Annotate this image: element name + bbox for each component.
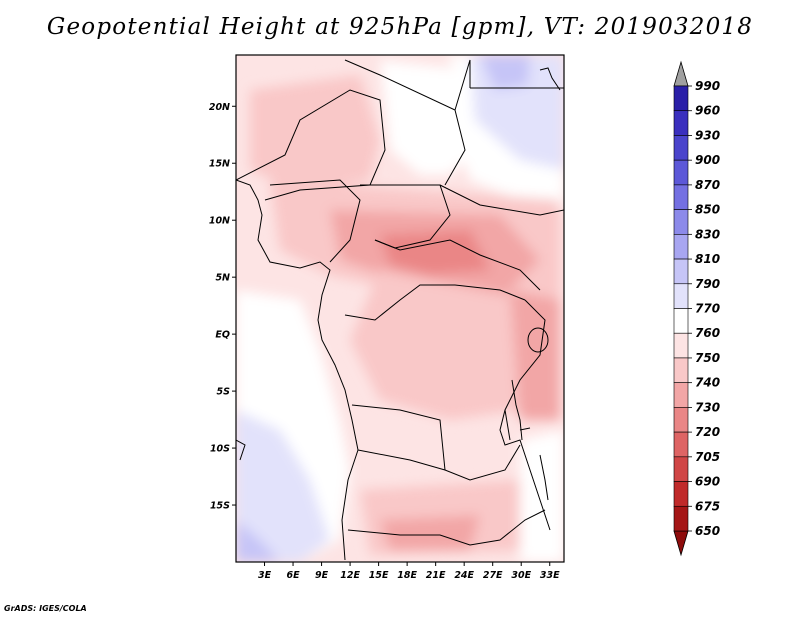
colorbar-swatch xyxy=(673,135,689,161)
colorbar-level-label: 930 xyxy=(695,128,720,142)
border-sudan-south xyxy=(439,184,564,216)
field-violet-corner xyxy=(236,520,280,562)
colorbar-swatch xyxy=(673,234,689,260)
lakes xyxy=(511,327,549,501)
lake-victoria xyxy=(527,327,549,353)
lat-tick-label: 15N xyxy=(209,159,230,170)
colorbar-swatch xyxy=(673,456,689,482)
lon-tick-label: 33E xyxy=(540,570,560,581)
grads-credit: GrADS: IGES/COLA xyxy=(4,604,87,613)
colorbar-level-label: 770 xyxy=(695,302,720,316)
border-west-africa xyxy=(236,89,386,201)
lon-tick-label: 27E xyxy=(483,570,503,581)
border-malawi-mozambique xyxy=(499,409,551,531)
colorbar-level-label: 705 xyxy=(695,450,720,464)
lon-tick-label: 18E xyxy=(397,570,417,581)
lon-tick-label: 15E xyxy=(369,570,389,581)
field-white-sahara xyxy=(380,60,475,175)
colorbar-swatch xyxy=(673,283,689,309)
colorbar-swatch xyxy=(673,110,689,136)
lon-tick-label: 3E xyxy=(258,570,272,581)
colorbar-level-label: 690 xyxy=(695,475,720,489)
lat-tick-label: 5N xyxy=(215,273,230,284)
lat-tick-label: 15S xyxy=(210,501,230,512)
colorbar-swatch xyxy=(673,481,689,507)
lat-tick-label: EQ xyxy=(215,330,230,341)
lake-mweru xyxy=(519,427,531,431)
lake-malawi xyxy=(539,454,549,501)
colorbar-level-label: 870 xyxy=(695,178,720,192)
border-great-lakes xyxy=(504,299,546,441)
lon-tick-label: 30E xyxy=(511,570,531,581)
field-red-core xyxy=(380,230,490,275)
lon-tick-label: 6E xyxy=(286,570,300,581)
field-lavender-atlantic xyxy=(236,410,330,562)
colorbar-swatch xyxy=(673,332,689,359)
colorbar-level-label: 810 xyxy=(695,252,720,266)
colorbar-level-label: 850 xyxy=(695,203,720,217)
coast-detail-southwest xyxy=(236,439,246,461)
lon-tick-label: 21E xyxy=(426,570,446,581)
red-sea-coast xyxy=(539,67,561,91)
colorbar-swatch xyxy=(673,209,689,235)
colorbar-level-label: 650 xyxy=(695,524,720,538)
colorbar-swatch xyxy=(673,308,689,334)
colorbar-swatch xyxy=(673,431,689,458)
border-southern-africa xyxy=(347,509,546,546)
border-angola-south xyxy=(357,449,446,471)
colorbar-bottom-triangle xyxy=(673,530,689,557)
lat-tick-label: 10N xyxy=(209,216,230,227)
colorbar-swatch xyxy=(673,407,689,433)
colorbar-top-triangle xyxy=(673,60,689,87)
plot-frame xyxy=(235,54,565,563)
colorbar-swatch xyxy=(673,85,689,112)
colorbar-level-label: 720 xyxy=(695,425,720,439)
colorbar-level-label: 675 xyxy=(695,499,720,513)
longitude-axis: 3E 6E 9E 12E 15E 18E 21E 24E 27E 30E 33E xyxy=(258,562,560,581)
lat-tick-label: 10S xyxy=(210,444,230,455)
border-libya-sudan xyxy=(454,59,471,111)
lon-tick-label: 9E xyxy=(315,570,329,581)
field-rose-lakes xyxy=(510,290,560,420)
latitude-axis: 20N 15N 10N 5N EQ 5S 10S 15S xyxy=(209,102,236,512)
colorbar: 990 960 930 900 870 850 830 810 790 770 760 750 740 7… xyxy=(673,60,720,557)
field-pink-congo xyxy=(350,270,530,420)
colorbar-level-label: 790 xyxy=(695,277,720,291)
field-violet-northeast xyxy=(480,55,530,90)
border-congo-north xyxy=(344,284,526,321)
field-rose-south xyxy=(380,515,480,550)
field-white-southeast xyxy=(520,430,564,562)
field-pink-sahel-west xyxy=(250,75,380,190)
colorbar-swatch xyxy=(673,258,689,285)
border-nigeria xyxy=(269,179,361,263)
colorbar-level-label: 740 xyxy=(695,376,720,390)
colorbar-level-label: 960 xyxy=(695,104,720,118)
colorbar-level-label: 900 xyxy=(695,153,720,167)
colorbar-level-label: 760 xyxy=(695,326,720,340)
height-field xyxy=(236,55,564,562)
lat-tick-label: 20N xyxy=(209,102,230,113)
lat-tick-label: 5S xyxy=(217,387,231,398)
colorbar-level-label: 990 xyxy=(695,79,720,93)
colorbar-level-label: 750 xyxy=(695,351,720,365)
colorbar-level-label: 730 xyxy=(695,400,720,414)
lon-tick-label: 24E xyxy=(454,570,474,581)
coastlines-borders xyxy=(236,59,564,561)
colorbar-swatch xyxy=(673,184,689,210)
lon-tick-label: 12E xyxy=(340,570,360,581)
colorbar-swatch xyxy=(673,382,689,408)
colorbar-swatch xyxy=(673,357,689,383)
map-title: Geopotential Height at 925hPa [gpm], VT:… xyxy=(46,14,754,40)
colorbar-level-label: 830 xyxy=(695,227,720,241)
colorbar-swatch xyxy=(673,159,689,186)
border-car xyxy=(374,239,541,291)
colorbar-swatch xyxy=(673,505,689,532)
